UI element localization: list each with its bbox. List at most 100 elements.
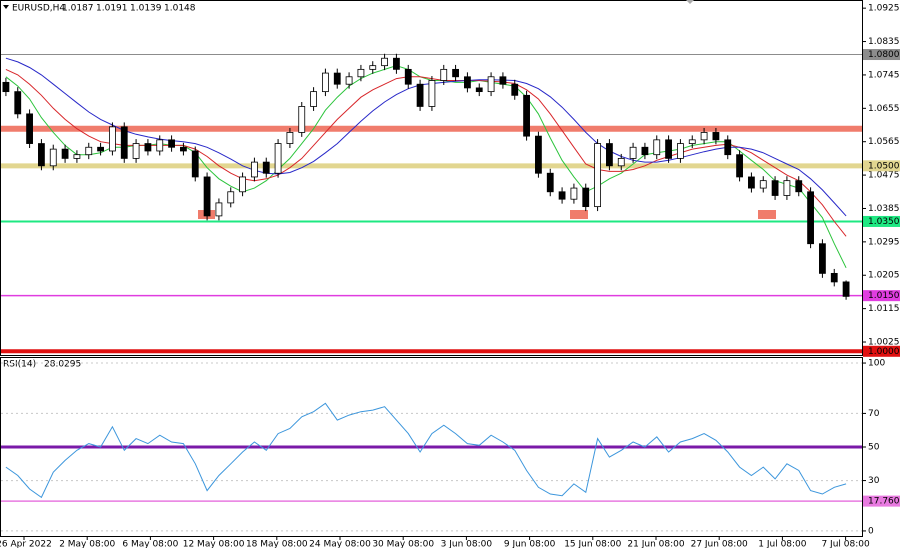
level-label-bg xyxy=(863,160,900,172)
candle-body xyxy=(85,146,93,156)
x-tick-label: 6 May 08:00 xyxy=(122,540,178,548)
candle-body xyxy=(227,191,235,204)
symbol-title: EURUSD,H4 xyxy=(12,4,65,14)
candle-body xyxy=(191,150,199,178)
y-tick-label: 50 xyxy=(868,442,880,452)
candle-body xyxy=(617,157,625,167)
candle-body xyxy=(677,143,684,159)
candle-body xyxy=(724,139,732,156)
candle-body xyxy=(381,57,388,67)
candle-body xyxy=(215,202,223,217)
candle-body xyxy=(487,76,495,93)
series-line xyxy=(5,57,847,217)
candle-body xyxy=(120,126,128,159)
candle-body xyxy=(523,94,530,137)
candle-body xyxy=(144,143,152,152)
candle-body xyxy=(736,154,743,178)
candle-body xyxy=(239,176,246,193)
rsi-last-value: 28.0295 xyxy=(44,360,81,370)
candle-body xyxy=(333,72,341,85)
candle-body xyxy=(168,139,175,148)
price-panel xyxy=(0,0,863,356)
candle-body xyxy=(819,243,826,274)
last-open: 1.0187 xyxy=(62,4,94,14)
last-high: 1.0191 xyxy=(96,4,128,14)
x-tick-label: 7 Jul 08:00 xyxy=(821,540,870,548)
candle-body xyxy=(795,180,803,193)
last-low: 1.0139 xyxy=(130,4,162,14)
candle-body xyxy=(357,68,365,78)
candle-body xyxy=(156,139,164,152)
candle-body xyxy=(262,161,270,174)
candle-body xyxy=(452,68,459,78)
candle-body xyxy=(535,135,542,174)
candle-body xyxy=(26,113,33,144)
candle-body xyxy=(783,180,791,196)
candle-body xyxy=(570,187,578,200)
series-line xyxy=(5,402,847,499)
candle-body xyxy=(345,76,353,85)
y-tick-label: 1.0025 xyxy=(868,338,900,348)
candle-body xyxy=(61,148,69,159)
y-tick-label: 1.0295 xyxy=(868,237,900,247)
candle-body xyxy=(606,143,613,167)
candle-body xyxy=(393,57,400,70)
last-close: 1.0148 xyxy=(164,4,196,14)
support-highlight xyxy=(758,210,776,219)
y-tick-label: 1.0925 xyxy=(868,4,900,14)
level-label-bg xyxy=(863,495,900,507)
y-tick-label: 0 xyxy=(868,526,874,536)
x-tick-label: 9 Jun 08:00 xyxy=(504,540,556,548)
x-tick-label: 30 May 08:00 xyxy=(372,540,434,548)
level-label-bg xyxy=(863,290,900,302)
candle-body xyxy=(807,191,814,245)
y-tick-label: 1.0115 xyxy=(868,304,900,314)
level-label-bg xyxy=(863,49,900,61)
level-label: 17.7600 xyxy=(868,497,900,507)
candle-body xyxy=(464,76,471,89)
y-tick-label: 1.0205 xyxy=(868,271,900,281)
candle-body xyxy=(73,154,81,159)
candle-body xyxy=(286,132,294,144)
candle-body xyxy=(700,132,708,141)
candle-body xyxy=(475,87,483,93)
level-label: 1.0350 xyxy=(868,217,900,227)
x-tick-label: 18 May 08:00 xyxy=(246,540,308,548)
candle-body xyxy=(274,143,282,174)
x-tick-label: 12 May 08:00 xyxy=(183,540,245,548)
candle-body xyxy=(2,81,10,93)
y-tick-label: 70 xyxy=(868,409,880,419)
y-tick-label: 1.0835 xyxy=(868,37,900,47)
x-tick-label: 21 Jun 08:00 xyxy=(627,540,684,548)
candle-body xyxy=(298,106,306,133)
x-tick-label: 27 Jun 08:00 xyxy=(691,540,748,548)
candle-body xyxy=(109,126,116,152)
level-label: 1.0150 xyxy=(868,291,900,301)
level-label: 1.0800 xyxy=(868,50,900,60)
candle-body xyxy=(712,132,720,141)
candle-body xyxy=(369,65,377,70)
candle-body xyxy=(748,176,755,189)
y-tick-label: 1.0475 xyxy=(868,171,900,181)
shift-marker xyxy=(686,0,694,4)
x-tick-label: 26 Apr 2022 xyxy=(0,540,52,548)
rsi-title: RSI(14) xyxy=(3,360,36,370)
y-tick-label: 1.0745 xyxy=(868,70,900,80)
candle-body xyxy=(428,80,436,107)
candle-body xyxy=(404,68,412,85)
candle-body xyxy=(38,143,45,167)
candle-body xyxy=(688,139,696,144)
candle-body xyxy=(842,281,850,297)
candle-body xyxy=(629,146,637,159)
candle-body xyxy=(830,272,838,283)
candle-body xyxy=(251,161,258,178)
candle-body xyxy=(310,91,317,107)
y-tick-label: 1.0385 xyxy=(868,204,900,214)
x-tick-label: 3 Jun 08:00 xyxy=(441,540,493,548)
menu-triangle[interactable] xyxy=(3,5,9,9)
y-tick-label: 1.0565 xyxy=(868,137,900,147)
x-tick-label: 1 Jul 08:00 xyxy=(758,540,807,548)
candle-body xyxy=(416,83,424,107)
candle-body xyxy=(558,191,566,200)
